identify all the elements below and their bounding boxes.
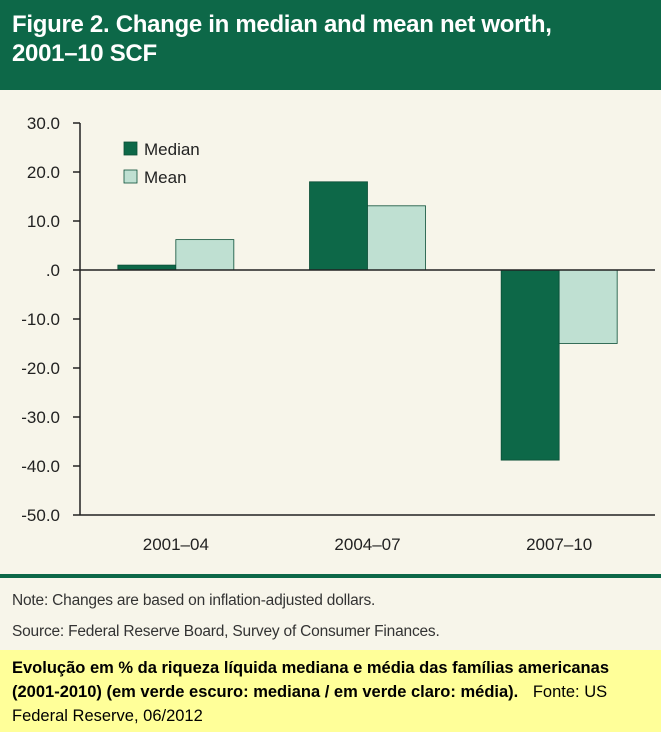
source-text: Source: Federal Reserve Board, Survey of… — [12, 623, 440, 640]
net-worth-bar-chart: 30.0 20.0 10.0 .0 -10.0 -20.0 -30.0 -40.0 -50.0 2… — [21, 114, 655, 554]
bar-mean — [175, 239, 235, 271]
y-tick-label: -40.0 — [21, 457, 60, 476]
bar-mean — [367, 205, 426, 271]
y-tick-label: 10.0 — [27, 212, 60, 231]
legend-swatch-median — [123, 141, 138, 156]
x-tick-label: 2007–10 — [526, 535, 592, 554]
figure-title: Figure 2. Change in median and mean net … — [12, 10, 652, 68]
y-tick-label: -10.0 — [21, 310, 60, 329]
y-tick-label: 30.0 — [27, 114, 60, 133]
caption-text: Evolução em % da riqueza líquida mediana… — [12, 659, 609, 701]
separator-rule — [0, 574, 661, 578]
x-tick-label: 2001–04 — [143, 535, 209, 554]
note-text: Note: Changes are based on inflation-adj… — [12, 592, 376, 609]
legend-label-median: Median — [144, 140, 200, 159]
figure-header: Figure 2. Change in median and mean net … — [0, 0, 661, 90]
y-tick-label: -20.0 — [21, 359, 60, 378]
y-tick-label: 20.0 — [27, 163, 60, 182]
figure-title-line-2: 2001–10 SCF — [12, 40, 157, 67]
legend-swatch-mean — [123, 169, 138, 184]
caption-source: Fonte: US Federal Reserve, 06/2012 — [12, 683, 608, 725]
caption-paragraph: Evolução em % da riqueza líquida mediana… — [12, 656, 652, 728]
bar-median — [500, 269, 560, 461]
bar-median — [309, 181, 368, 271]
figure-title-line-1: Figure 2. Change in median and mean net … — [12, 11, 552, 38]
x-tick-label: 2004–07 — [334, 535, 400, 554]
bar-mean — [558, 269, 618, 344]
y-tick-label: -30.0 — [21, 408, 60, 427]
y-tick-label: .0 — [46, 261, 60, 280]
y-tick-label: -50.0 — [21, 506, 60, 525]
notes-panel: Note: Changes are based on inflation-adj… — [0, 578, 661, 650]
caption-box: Evolução em % da riqueza líquida mediana… — [0, 650, 661, 732]
legend-label-mean: Mean — [144, 168, 187, 187]
